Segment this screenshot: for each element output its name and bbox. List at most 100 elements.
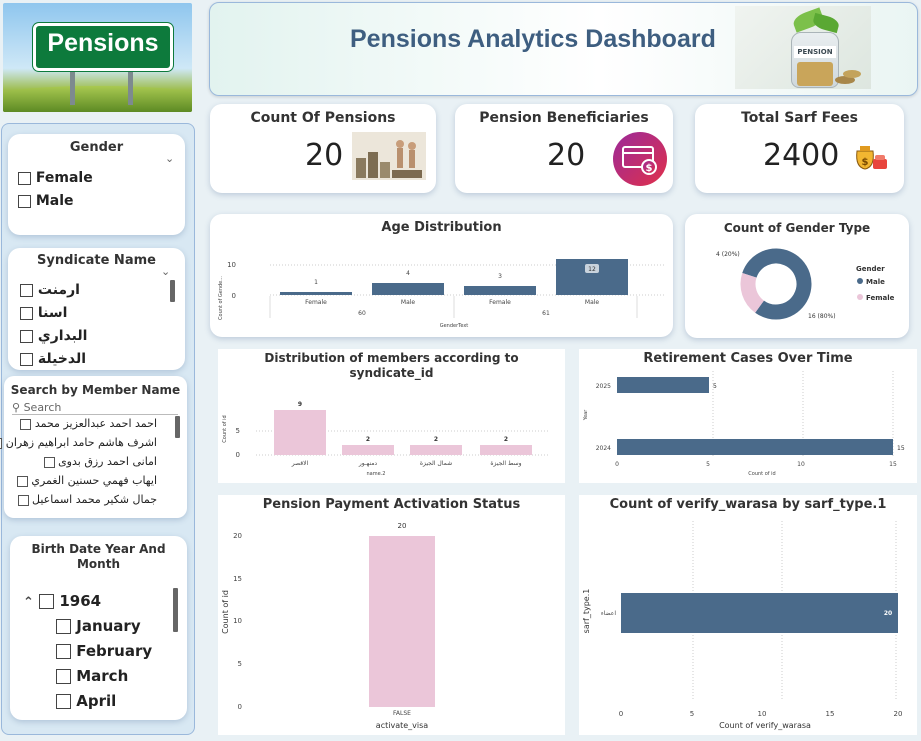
data-label: 4 (406, 270, 410, 277)
member-scrollbar[interactable] (175, 416, 180, 438)
member-option[interactable]: احمد احمد عبدالعزيز محمد (20, 417, 157, 430)
month-option[interactable]: January (56, 617, 141, 635)
y-axis-label: Count of id (221, 590, 230, 634)
bar (342, 445, 394, 455)
year-1964-node[interactable]: ⌃ 1964 (23, 592, 102, 610)
bar (464, 286, 536, 295)
checkbox-icon[interactable] (18, 171, 31, 185)
gender-type-chart: Count of Gender Type Gender Male Female … (685, 214, 909, 338)
data-label: 12 (588, 266, 596, 273)
x-axis-label: GenderText (440, 323, 469, 329)
y-tick: 15 (233, 575, 242, 583)
syndicate-option[interactable]: الدخيلة (20, 351, 86, 367)
money-bag-icon: $ (856, 146, 887, 170)
bar (480, 445, 532, 455)
verify-warasa-chart: Count of verify_warasa by sarf_type.1 sa… (579, 495, 917, 735)
legend-female-swatch (857, 294, 863, 300)
female-slice-label: 4 (20%) (716, 251, 740, 258)
y-tick: 10 (227, 261, 236, 269)
checkbox-icon[interactable] (18, 194, 31, 208)
syndicate-option[interactable]: البداري (20, 328, 87, 344)
month-option[interactable]: April (56, 692, 116, 710)
x-tick-label: Female (489, 299, 511, 306)
chevron-down-icon[interactable]: ⌄ (161, 265, 171, 278)
kpi-count-pensions: Count Of Pensions 20 (210, 104, 436, 193)
data-label: 1 (314, 279, 318, 286)
x-tick-label: FALSE (393, 710, 411, 717)
y-tick: 5 (238, 660, 242, 668)
kpi-title: Pension Beneficiaries (479, 110, 649, 126)
month-option[interactable]: February (56, 642, 152, 660)
member-option[interactable]: امانى احمد رزق بدوى (43, 455, 157, 468)
x-tick-label: شمال الجيزة (420, 460, 452, 467)
svg-text:$: $ (646, 163, 653, 174)
jar-label: PENSION (794, 46, 836, 58)
chart-title: Pension Payment Activation Status (262, 497, 521, 512)
bar (617, 439, 893, 455)
syndicate-chart-svg: Count of id 5 0 name.2 9 الاقصر 2 دمنهـور 2 ش… (222, 401, 548, 477)
kpi-beneficiaries: Pension Beneficiaries 20 $ (455, 104, 673, 193)
member-option[interactable]: جمال شكير محمد اسماعيل (17, 493, 157, 506)
member-search-title: Search by Member Name (10, 383, 181, 397)
birth-date-scrollbar[interactable] (173, 588, 178, 632)
legend-female-label: Female (866, 294, 895, 302)
x-tick: 20 (894, 710, 903, 718)
kpi-value: 20 (547, 138, 586, 173)
y-axis-label: sarf_type.1 (582, 589, 591, 634)
x-tick: 10 (758, 710, 767, 718)
chevron-up-icon[interactable]: ⌃ (23, 595, 34, 610)
logo-text: Pensions (47, 29, 159, 57)
y-tick-label: 2024 (596, 445, 611, 452)
data-label-bg (585, 264, 599, 273)
syndicate-option[interactable]: ارمنت (20, 282, 80, 298)
y-axis-label: Count of Gende... (218, 276, 224, 320)
data-label: 20 (884, 610, 892, 617)
search-input[interactable]: ⚲ Search (12, 401, 178, 415)
kpi-title: Total Sarf Fees (741, 110, 858, 126)
chart-title: Count of verify_warasa by sarf_type.1 (609, 497, 887, 512)
gender-option-female[interactable]: Female (18, 170, 93, 186)
retirement-cases-chart: Retirement Cases Over Time Year 0 5 10 1… (579, 349, 917, 483)
birth-date-slicer: Birth Date Year And Month ⌃ 1964 January… (10, 536, 187, 720)
x-tick: 10 (797, 461, 805, 468)
x-tick: 5 (706, 461, 710, 468)
y-tick: 10 (233, 617, 242, 625)
legend-male-swatch (857, 278, 863, 284)
member-option[interactable]: اشرف هاشم حامد ابراهيم زهران (0, 436, 157, 449)
y-tick: 0 (236, 451, 240, 459)
bar (410, 445, 462, 455)
month-option[interactable]: March (56, 667, 128, 685)
bar (372, 283, 444, 295)
bar (280, 292, 352, 295)
svg-text:$: $ (862, 157, 869, 168)
syndicate-option[interactable]: اسنا (20, 305, 67, 321)
gender-option-male[interactable]: Male (18, 193, 74, 209)
age-distribution-chart: Age Distribution Count of Gende... 10 0 … (210, 214, 673, 337)
syndicate-scrollbar[interactable] (170, 280, 175, 302)
syndicate-slicer-title: Syndicate Name (37, 253, 156, 268)
kpi-value: 20 (305, 138, 344, 173)
activation-chart-svg: Count of id 20 15 10 5 0 activate_visa 2… (221, 522, 435, 730)
group-label: 61 (542, 310, 550, 317)
data-label: 20 (398, 522, 407, 530)
x-tick: 15 (889, 461, 897, 468)
age-chart-svg: Count of Gende... 10 0 60 61 GenderText … (218, 259, 665, 329)
data-label: 2 (434, 436, 438, 443)
x-tick-label: دمنهـور (358, 460, 378, 467)
bar (617, 377, 709, 393)
data-label: 5 (713, 383, 717, 390)
male-slice-label: 16 (80%) (808, 313, 836, 320)
legend-male-label: Male (866, 278, 885, 286)
chart-title: Age Distribution (381, 220, 502, 235)
y-tick: 20 (233, 532, 242, 540)
pensions-logo-image: Pensions (3, 3, 192, 112)
bar (621, 593, 898, 633)
legend-title: Gender (856, 265, 885, 273)
bar (369, 536, 435, 707)
chevron-down-icon[interactable]: ⌄ (165, 152, 175, 165)
x-tick-label: Female (305, 299, 327, 306)
member-option[interactable]: ايهاب فهمي حسنين الغمري (16, 474, 157, 487)
syndicate-distribution-chart: Distribution of members according to syn… (218, 349, 565, 483)
pension-jar-photo: PENSION (735, 6, 871, 89)
data-label: 3 (498, 273, 502, 280)
